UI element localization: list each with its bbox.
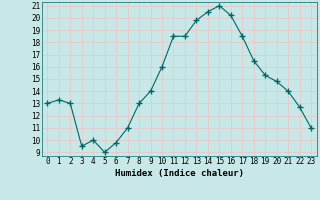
X-axis label: Humidex (Indice chaleur): Humidex (Indice chaleur) xyxy=(115,169,244,178)
